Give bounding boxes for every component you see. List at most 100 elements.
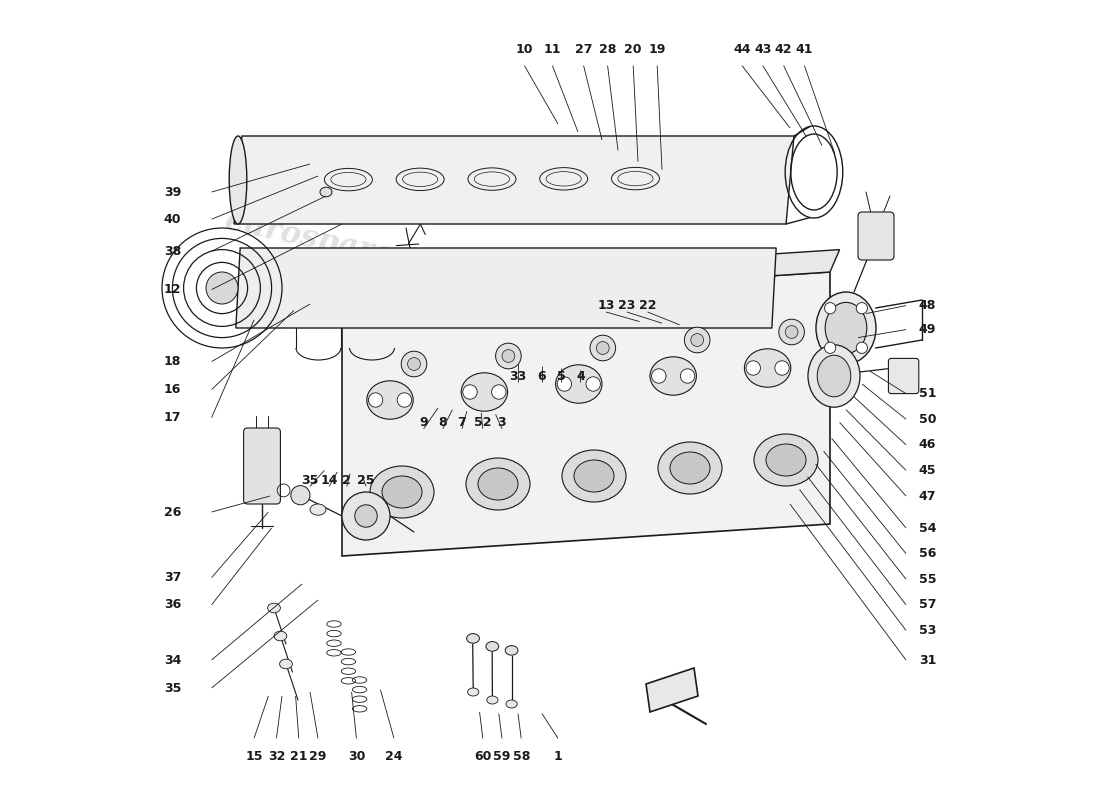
Circle shape [691, 334, 704, 346]
Text: 54: 54 [918, 522, 936, 534]
Text: 16: 16 [164, 383, 182, 396]
Ellipse shape [754, 434, 818, 486]
Text: 57: 57 [918, 598, 936, 611]
Text: 2: 2 [342, 474, 351, 486]
Text: eurospares: eurospares [559, 454, 749, 522]
Text: 27: 27 [575, 43, 592, 56]
Text: 52: 52 [474, 416, 492, 429]
Ellipse shape [745, 349, 791, 387]
Text: 10: 10 [516, 43, 534, 56]
Circle shape [785, 326, 798, 338]
Ellipse shape [486, 642, 498, 651]
Text: 45: 45 [918, 464, 936, 477]
Text: 28: 28 [598, 43, 616, 56]
Text: 24: 24 [385, 750, 403, 762]
Ellipse shape [487, 696, 498, 704]
Text: 53: 53 [918, 624, 936, 637]
Text: 51: 51 [918, 387, 936, 400]
Circle shape [779, 319, 804, 345]
Text: 56: 56 [918, 547, 936, 560]
Ellipse shape [505, 646, 518, 655]
Text: 50: 50 [918, 413, 936, 426]
Ellipse shape [466, 634, 480, 643]
Text: 26: 26 [164, 506, 182, 518]
Circle shape [596, 342, 609, 354]
Text: 21: 21 [290, 750, 308, 762]
Text: 17: 17 [164, 411, 182, 424]
Text: 46: 46 [918, 438, 936, 451]
Ellipse shape [808, 345, 860, 407]
Ellipse shape [274, 631, 287, 641]
Circle shape [496, 343, 521, 369]
Text: 12: 12 [164, 283, 182, 296]
Circle shape [774, 361, 789, 375]
Text: 33: 33 [509, 370, 527, 382]
Ellipse shape [279, 659, 293, 669]
Ellipse shape [320, 187, 332, 197]
Ellipse shape [574, 460, 614, 492]
Text: 6: 6 [538, 370, 547, 382]
Text: 14: 14 [320, 474, 338, 486]
Text: 49: 49 [918, 323, 936, 336]
Text: 43: 43 [755, 43, 771, 56]
Text: 58: 58 [513, 750, 530, 762]
Ellipse shape [670, 452, 710, 484]
Text: 60: 60 [474, 750, 492, 762]
Ellipse shape [562, 450, 626, 502]
Text: 11: 11 [543, 43, 561, 56]
Ellipse shape [466, 458, 530, 510]
Ellipse shape [766, 444, 806, 476]
Text: 31: 31 [918, 654, 936, 666]
Ellipse shape [817, 355, 850, 397]
FancyBboxPatch shape [889, 358, 918, 394]
Ellipse shape [382, 476, 422, 508]
Circle shape [402, 351, 427, 377]
Circle shape [492, 385, 506, 399]
Text: 18: 18 [164, 355, 182, 368]
Text: 15: 15 [245, 750, 263, 762]
Ellipse shape [229, 136, 246, 224]
Ellipse shape [478, 468, 518, 500]
Text: 47: 47 [918, 490, 936, 502]
Ellipse shape [816, 292, 876, 364]
Circle shape [681, 369, 695, 383]
Text: 4: 4 [576, 370, 585, 382]
Text: 1: 1 [553, 750, 562, 762]
Text: 25: 25 [358, 474, 375, 486]
Ellipse shape [825, 302, 867, 354]
Circle shape [825, 342, 836, 354]
Text: 38: 38 [164, 245, 182, 258]
Circle shape [684, 327, 710, 353]
Text: 41: 41 [795, 43, 813, 56]
Text: 29: 29 [309, 750, 327, 762]
Ellipse shape [366, 381, 414, 419]
Circle shape [342, 492, 390, 540]
Text: 36: 36 [164, 598, 182, 611]
Circle shape [290, 486, 310, 505]
Circle shape [502, 350, 515, 362]
Circle shape [856, 302, 868, 314]
Text: 35: 35 [301, 474, 319, 486]
Polygon shape [342, 272, 830, 556]
Ellipse shape [310, 504, 326, 515]
Ellipse shape [461, 373, 507, 411]
Text: 55: 55 [918, 573, 936, 586]
Circle shape [586, 377, 601, 391]
Circle shape [397, 393, 411, 407]
Text: 20: 20 [625, 43, 642, 56]
Circle shape [825, 302, 836, 314]
Text: 9: 9 [419, 416, 428, 429]
Ellipse shape [658, 442, 722, 494]
Text: 30: 30 [348, 750, 365, 762]
Text: 23: 23 [618, 299, 636, 312]
Circle shape [746, 361, 760, 375]
Ellipse shape [556, 365, 602, 403]
Ellipse shape [267, 603, 280, 613]
Text: 48: 48 [918, 299, 936, 312]
Circle shape [206, 272, 238, 304]
Circle shape [558, 377, 572, 391]
Circle shape [590, 335, 616, 361]
Text: 3: 3 [497, 416, 506, 429]
Polygon shape [342, 250, 839, 304]
Text: 22: 22 [639, 299, 657, 312]
